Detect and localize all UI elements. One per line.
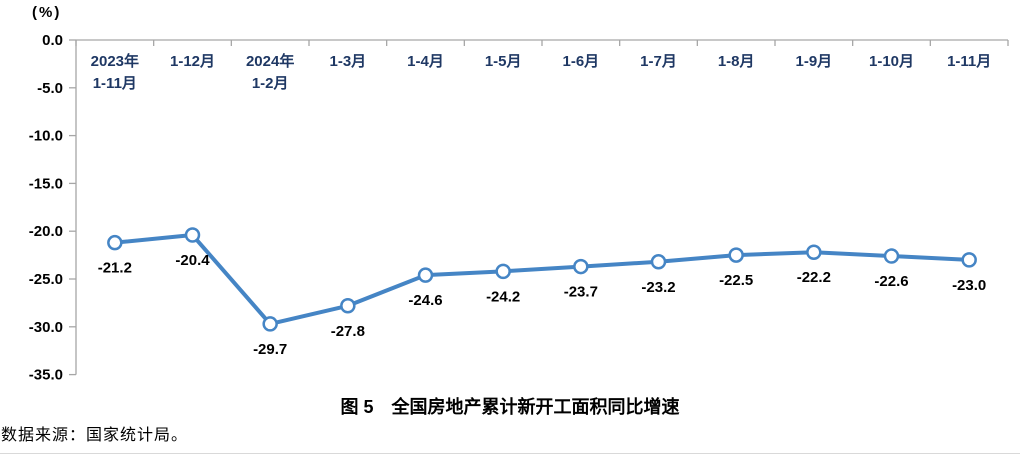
- data-source-note: 数据来源：国家统计局。: [1, 427, 189, 444]
- data-point-label: -21.2: [98, 260, 132, 277]
- data-point-label: -23.7: [564, 284, 598, 301]
- data-point-marker: [107, 234, 123, 251]
- data-point-marker: [650, 254, 667, 270]
- data-point-label: -23.2: [641, 279, 675, 296]
- data-point-marker: [806, 244, 822, 260]
- x-category-label: 2024年: [246, 52, 294, 70]
- x-category-label: 1-3月: [329, 53, 366, 70]
- x-category-label: 1-5月: [485, 53, 522, 70]
- data-point-label: -27.8: [331, 323, 365, 340]
- x-category-label: 1-11月: [93, 75, 137, 92]
- data-point-label: -23.0: [952, 277, 986, 294]
- data-point-marker: [961, 252, 977, 268]
- x-category-label: 1-4月: [407, 53, 444, 70]
- chart-title: 全国房地产累计新开工面积同比增速: [391, 397, 680, 417]
- y-tick-label: -25.0: [29, 271, 63, 288]
- x-category-label: 1-7月: [640, 53, 677, 70]
- x-category-label: 1-6月: [562, 53, 599, 70]
- y-tick-label: -20.0: [29, 223, 63, 240]
- data-point-marker: [883, 248, 900, 264]
- x-category-label: 2023年: [91, 52, 139, 70]
- data-point-label: -22.6: [874, 273, 908, 290]
- data-point-label: -29.7: [253, 341, 287, 358]
- data-point-label: -22.2: [797, 269, 831, 286]
- x-category-label: 1-8月: [718, 53, 755, 70]
- y-tick-label: -15.0: [29, 175, 63, 192]
- y-tick-label: -30.0: [29, 319, 63, 336]
- data-point-marker: [495, 263, 511, 280]
- data-point-marker: [417, 267, 434, 283]
- series-line: [112, 233, 972, 326]
- y-tick-label: -10.0: [29, 128, 63, 145]
- chart-caption: 图 5 全国房地产累计新开工面积同比增速: [0, 393, 1020, 419]
- data-point-label: -20.4: [175, 252, 210, 269]
- y-tick-label: -5.0: [37, 80, 63, 97]
- x-category-label: 1-9月: [795, 53, 832, 70]
- data-point-label: -22.5: [719, 272, 753, 289]
- data-point-marker: [728, 247, 744, 263]
- figure-number-label: 图 5: [340, 397, 374, 417]
- data-point-label: -24.6: [408, 292, 442, 309]
- data-point-marker: [262, 316, 278, 332]
- x-category-label: 1-10月: [869, 53, 914, 70]
- data-point-marker: [573, 258, 589, 275]
- line-chart: 0.0 -5.0 -10.0 -15.0 -20.0 -25.0 -30.0 -35.0 202…: [29, 32, 1009, 384]
- y-tick-label: 0.0: [42, 32, 63, 49]
- data-point-marker: [184, 227, 201, 243]
- x-category-label: 1-12月: [170, 53, 215, 70]
- x-category-label: 1-2月: [252, 75, 289, 92]
- data-point-marker: [340, 298, 356, 314]
- x-category-label: 1-11月: [947, 53, 991, 70]
- y-axis-unit-label: (%): [32, 4, 62, 21]
- data-point-label: -24.2: [486, 288, 520, 305]
- y-tick-label: -35.0: [29, 367, 63, 384]
